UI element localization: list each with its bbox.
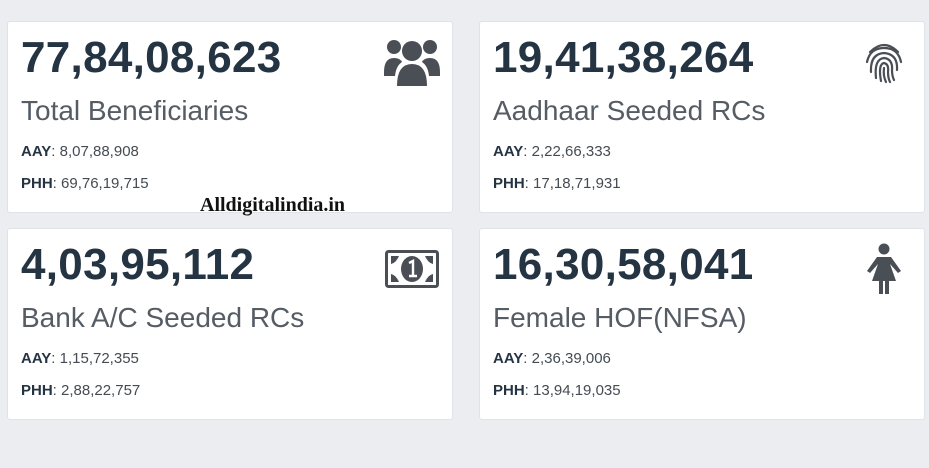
aay-row: AAY: 1,15,72,355 [21,350,139,368]
aay-value: : 2,22,66,333 [523,143,611,160]
aay-key: AAY [493,350,524,367]
watermark-text: Alldigitalindia.in [200,194,346,216]
aay-key: AAY [493,143,524,160]
users-icon [384,34,440,90]
phh-key: PHH [21,382,53,399]
aay-row: AAY: 8,07,88,908 [21,143,139,161]
phh-value: : 13,94,19,035 [524,382,621,399]
phh-key: PHH [493,382,525,399]
aay-key: AAY [21,350,52,367]
money-bill-icon [384,241,440,297]
bank-seeded-label: Bank A/C Seeded RCs [21,302,305,333]
phh-key: PHH [21,175,53,192]
aay-key: AAY [21,143,52,160]
aay-value: : 2,36,39,006 [523,350,611,367]
phh-row: PHH: 13,94,19,035 [493,382,621,400]
phh-row: PHH: 69,76,19,715 [21,175,149,193]
total-beneficiaries-card: 77,84,08,623 Total Beneficiaries AAY: 8,… [7,21,453,213]
phh-value: : 69,76,19,715 [52,175,149,192]
aadhaar-seeded-card: 19,41,38,264 Aadhaar Seeded RCs AAY: 2,2… [479,21,925,213]
phh-key: PHH [493,175,525,192]
bank-seeded-value: 4,03,95,112 [21,240,255,289]
bank-seeded-card: 4,03,95,112 Bank A/C Seeded RCs AAY: 1,1… [7,228,453,420]
fingerprint-icon [856,34,912,90]
female-icon [856,241,912,297]
aay-value: : 1,15,72,355 [51,350,139,367]
aadhaar-seeded-value: 19,41,38,264 [493,33,754,82]
total-beneficiaries-value: 77,84,08,623 [21,33,282,82]
aay-row: AAY: 2,36,39,006 [493,350,611,368]
phh-row: PHH: 2,88,22,757 [21,382,140,400]
female-hof-value: 16,30,58,041 [493,240,754,289]
aay-row: AAY: 2,22,66,333 [493,143,611,161]
phh-value: : 2,88,22,757 [52,382,141,399]
aadhaar-seeded-label: Aadhaar Seeded RCs [493,95,766,126]
female-hof-card: 16,30,58,041 Female HOF(NFSA) AAY: 2,36,… [479,228,925,420]
female-hof-label: Female HOF(NFSA) [493,302,747,333]
phh-row: PHH: 17,18,71,931 [493,175,621,193]
phh-value: : 17,18,71,931 [524,175,621,192]
total-beneficiaries-label: Total Beneficiaries [21,95,249,126]
aay-value: : 8,07,88,908 [51,143,139,160]
